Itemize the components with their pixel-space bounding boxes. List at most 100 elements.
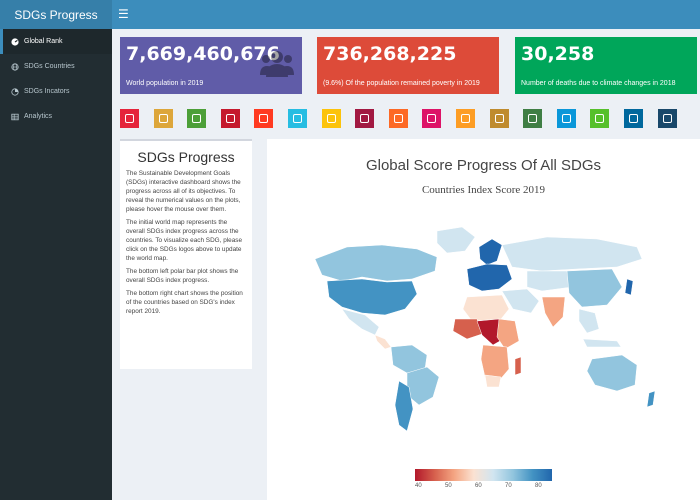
globe-icon: [11, 62, 19, 71]
map-region-greenland: [436, 226, 476, 254]
legend-gradient-bar: [415, 469, 552, 481]
value-box-number: 736,268,225: [323, 43, 457, 65]
map-color-legend: 40 50 60 70 80: [415, 469, 555, 489]
description-paragraph: The initial world map represents the ove…: [126, 219, 243, 262]
sdg-16-icon[interactable]: [624, 109, 643, 128]
sdg-icon-row: [120, 109, 692, 133]
sdg-glyph-icon: [225, 114, 235, 123]
legend-tick: 80: [535, 483, 542, 489]
table-icon: [11, 113, 19, 120]
sdg-glyph-icon: [360, 114, 370, 123]
map-region-australia: [586, 354, 638, 392]
world-choropleth-map[interactable]: [287, 209, 677, 439]
map-region-indonesia: [582, 338, 622, 348]
sidebar-item-label: Global Rank: [24, 38, 63, 45]
sdg-glyph-icon: [461, 114, 470, 123]
map-region-india: [541, 296, 566, 328]
value-box-poverty: 736,268,225 (9.6%) Of the population rem…: [317, 37, 499, 94]
map-region-usa: [326, 278, 418, 316]
value-box-number: 7,669,460,676: [126, 43, 280, 65]
hamburger-icon[interactable]: ☰: [118, 7, 129, 21]
sdg-12-icon[interactable]: [489, 109, 509, 128]
world-map-panel: Global Score Progress Of All SDGs Countr…: [267, 139, 700, 500]
sdg-17-icon[interactable]: [657, 109, 677, 128]
map-region-russia: [501, 236, 643, 272]
sdg-glyph-icon: [595, 114, 605, 123]
app-logo[interactable]: SDGs Progress: [0, 0, 112, 29]
description-panel: SDGs Progress The Sustainable Developmen…: [120, 139, 252, 369]
map-region-south-africa: [484, 374, 502, 388]
sdg-6-icon[interactable]: [288, 109, 307, 128]
sdg-glyph-icon: [494, 114, 504, 123]
sdg-glyph-icon: [561, 114, 571, 123]
sdg-1-icon[interactable]: [120, 109, 139, 128]
sdg-15-icon[interactable]: [590, 109, 610, 128]
value-box-label: World population in 2019: [126, 80, 204, 87]
map-region-china: [566, 268, 623, 308]
legend-tick: 60: [475, 483, 482, 489]
legend-ticks: 40 50 60 70 80: [415, 483, 552, 491]
sdg-glyph-icon: [158, 114, 168, 123]
sdg-14-icon[interactable]: [556, 109, 576, 128]
sdg-4-icon[interactable]: [220, 109, 240, 128]
description-paragraph: The Sustainable Development Goals (SDGs)…: [126, 170, 241, 213]
description-paragraph: The bottom right chart shows the positio…: [126, 290, 243, 315]
sdg-glyph-icon: [192, 114, 202, 123]
description-title: SDGs Progress: [137, 149, 235, 165]
sdg-7-icon[interactable]: [321, 109, 341, 128]
value-box-label: (9.6%) Of the population remained povert…: [323, 80, 480, 87]
value-box-number: 30,258: [521, 43, 595, 65]
map-region-europe: [466, 263, 513, 292]
sdg-glyph-icon: [125, 114, 134, 123]
legend-tick: 40: [415, 483, 422, 489]
map-region-central-america: [374, 334, 392, 350]
map-region-new-zealand: [646, 390, 656, 408]
main-content: 7,669,460,676 World population in 2019 7…: [112, 29, 700, 500]
sidebar-item-label: SDGs Incators: [24, 88, 70, 95]
sdg-glyph-icon: [293, 114, 302, 123]
sidebar-item-analytics[interactable]: Analytics: [0, 104, 112, 129]
sidebar-item-sdgs-countries[interactable]: SDGs Countries: [0, 54, 112, 79]
sdg-glyph-icon: [528, 114, 538, 123]
sdg-3-icon[interactable]: [187, 109, 207, 128]
legend-tick: 70: [505, 483, 512, 489]
map-region-central-asia: [526, 270, 573, 292]
sdg-9-icon[interactable]: [388, 109, 408, 128]
map-region-east-africa: [496, 318, 520, 350]
sdg-8-icon[interactable]: [355, 109, 375, 128]
sdg-11-icon[interactable]: [456, 109, 475, 128]
chart-icon: [11, 87, 19, 96]
value-box-label: Number of deaths due to climate changes …: [521, 80, 676, 87]
map-region-south-america-south: [394, 380, 414, 432]
description-paragraph: The bottom left polar bar plot shows the…: [126, 268, 239, 284]
sdg-13-icon[interactable]: [523, 109, 543, 128]
sdg-5-icon[interactable]: [254, 109, 274, 128]
sdg-glyph-icon: [326, 114, 336, 123]
map-region-canada: [314, 244, 438, 282]
sdg-glyph-icon: [259, 114, 269, 123]
sdg-glyph-icon: [427, 114, 437, 123]
map-region-southeast-asia: [578, 308, 600, 334]
top-navbar: ☰: [112, 0, 700, 29]
map-title: Global Score Progress Of All SDGs: [365, 157, 602, 174]
sidebar-item-label: Analytics: [24, 113, 53, 120]
map-region-north-africa: [462, 294, 510, 322]
map-region-middle-east: [501, 288, 540, 314]
value-box-climate-deaths: 30,258 Number of deaths due to climate c…: [515, 37, 697, 94]
sidebar-item-global-rank[interactable]: Global Rank: [0, 29, 112, 54]
sdg-glyph-icon: [662, 114, 672, 123]
dashboard-icon: [11, 37, 19, 46]
sidebar-item-label: SDGs Countries: [24, 63, 75, 70]
map-region-japan: [624, 278, 634, 296]
users-icon: [260, 51, 294, 77]
map-region-west-africa: [452, 318, 483, 340]
map-region-scandinavia: [478, 238, 503, 266]
sidebar: Global Rank SDGs Countries SDGs Incators…: [0, 29, 112, 500]
sidebar-item-sdgs-indicators[interactable]: SDGs Incators: [0, 79, 112, 104]
sdg-glyph-icon: [393, 114, 403, 123]
legend-tick: 50: [445, 483, 452, 489]
map-region-brazil: [406, 366, 440, 406]
sdg-2-icon[interactable]: [153, 109, 173, 128]
map-subtitle: Countries Index Score 2019: [421, 184, 546, 196]
sdg-10-icon[interactable]: [422, 109, 442, 128]
